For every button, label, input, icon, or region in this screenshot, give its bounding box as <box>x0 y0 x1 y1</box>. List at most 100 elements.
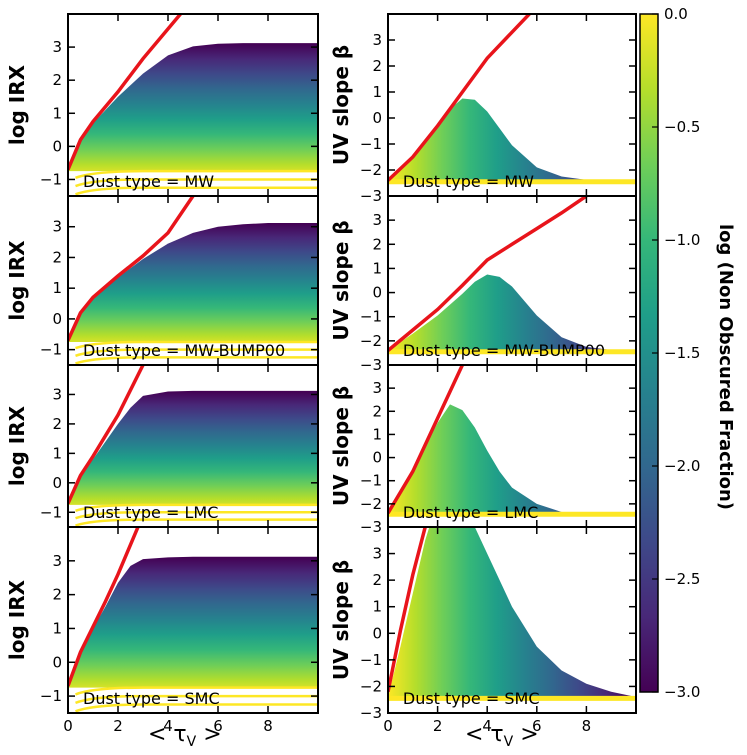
y-tick-label: 2 <box>52 248 62 266</box>
shaded-region <box>68 390 318 505</box>
floor-line <box>75 511 318 520</box>
colorbar-tick-label: 0.0 <box>664 5 688 23</box>
y-tick-label: 3 <box>52 385 62 403</box>
y-tick-label: −2 <box>360 161 382 179</box>
y-tick-label: 1 <box>52 619 62 637</box>
floor-line <box>75 686 318 696</box>
axes-frame <box>387 526 637 714</box>
dust-type-annotation: Dust type = MW <box>403 172 534 191</box>
y-tick-label: 1 <box>52 104 62 122</box>
axes-frame <box>67 526 319 714</box>
dust-type-annotation: Dust type = SMC <box>83 689 220 708</box>
x-tick-label: 2 <box>433 717 443 735</box>
y-tick-label: 1 <box>52 444 62 462</box>
y-tick-label: 1 <box>372 83 382 101</box>
y-tick-label: 3 <box>372 31 382 49</box>
floor-line <box>75 348 318 357</box>
y-axis-label: UV slope β <box>329 386 353 506</box>
floor-line <box>75 503 318 512</box>
y-tick-label: 1 <box>372 259 382 277</box>
y-tick-label: 1 <box>372 425 382 443</box>
y-axis-label: UV slope β <box>329 45 353 165</box>
dust-type-annotation: Dust type = MW-BUMP00 <box>83 341 285 360</box>
y-tick-label: −2 <box>360 332 382 350</box>
floor-line <box>75 518 318 527</box>
floor-line <box>75 178 318 188</box>
y-tick-label: −1 <box>360 308 382 326</box>
floor-line <box>75 356 318 365</box>
y-axis-label: log IRX <box>5 579 29 660</box>
shaded-region <box>388 527 636 698</box>
colorbar-tick-label: −0.5 <box>664 118 700 136</box>
y-tick-label: −2 <box>360 677 382 695</box>
y-tick-label: 3 <box>372 379 382 397</box>
x-tick-label: 0 <box>63 717 73 735</box>
y-tick-label: −3 <box>360 187 382 205</box>
red-line <box>388 196 588 352</box>
panel-left-3: −1 0 1 2 3 Dust type = LMC log IRX <box>5 364 319 528</box>
x-tick-label: 6 <box>213 717 223 735</box>
y-tick-label: 2 <box>372 235 382 253</box>
y-tick-label: 0 <box>52 310 62 328</box>
y-tick-label: 1 <box>372 598 382 616</box>
y-tick-label: 2 <box>372 57 382 75</box>
x-axis-label-end: > <box>196 722 221 747</box>
dust-type-annotation: Dust type = MW <box>83 172 214 191</box>
y-tick-label: −1 <box>40 503 62 521</box>
panel-left-2: −1 0 1 2 3 Dust type = MW-BUMP00 log IRX <box>5 195 319 366</box>
floor-line <box>75 340 318 350</box>
y-axis-label: log IRX <box>5 405 29 486</box>
y-tick-label: 0 <box>52 653 62 671</box>
shaded-region <box>388 274 636 351</box>
y-tick-label: 2 <box>52 586 62 604</box>
panel-right-2: −3 −2 −1 0 1 2 3 Dust type = MW-BUMP00 UV slope … <box>329 195 637 374</box>
shaded-region <box>388 404 636 514</box>
colorbar-tick-label: −1.0 <box>664 231 700 249</box>
shaded-region <box>388 98 636 181</box>
y-tick-label: 0 <box>52 474 62 492</box>
x-axis-label-text: < τ <box>148 722 187 747</box>
y-tick-label: 1 <box>52 279 62 297</box>
y-tick-label: 0 <box>372 109 382 127</box>
y-tick-label: 3 <box>372 211 382 229</box>
y-axis-label: log IRX <box>5 240 29 321</box>
x-axis-label-end: > <box>513 722 538 747</box>
floor-line <box>75 694 318 705</box>
y-tick-label: −1 <box>360 651 382 669</box>
y-tick-label: −3 <box>360 518 382 536</box>
red-line <box>388 365 464 515</box>
floor-line <box>75 169 318 179</box>
colorbar-tick-label: −2.5 <box>664 570 700 588</box>
y-tick-label: −3 <box>360 356 382 374</box>
x-axis-label-subscript: V <box>187 734 197 750</box>
panel-left-1: −1 0 1 2 3 Dust type = MW log IRX <box>5 13 319 197</box>
x-axis-label-left: < τV > <box>148 722 222 750</box>
y-tick-label: 2 <box>52 415 62 433</box>
x-axis-label-subscript: V <box>504 734 514 750</box>
colorbar: 0.0 −0.5 −1.0 −1.5 −2.0 −2.5 −3.0 <box>639 5 700 701</box>
x-tick-label: 8 <box>582 717 592 735</box>
y-tick-label: 3 <box>52 218 62 236</box>
x-tick-label: 8 <box>263 717 273 735</box>
y-axis-label: log IRX <box>5 64 29 145</box>
x-axis-label-text: < τ <box>465 722 504 747</box>
y-tick-label: 2 <box>372 402 382 420</box>
y-tick-label: −1 <box>360 135 382 153</box>
y-tick-label: 0 <box>372 284 382 302</box>
floor-line <box>75 703 318 713</box>
y-tick-label: −1 <box>360 472 382 490</box>
colorbar-tick-label: −3.0 <box>664 683 700 701</box>
y-tick-label: −3 <box>360 704 382 722</box>
y-axis-label: UV slope β <box>329 560 353 680</box>
x-tick-label: 6 <box>532 717 542 735</box>
y-tick-label: 3 <box>372 545 382 563</box>
y-tick-label: 0 <box>372 449 382 467</box>
x-tick-label: 4 <box>482 717 492 735</box>
panels: −1 0 1 2 3 Dust type = MW log IRX −3 −2 −1 0 1 2 3 Dus… <box>5 13 637 735</box>
red-line <box>68 14 182 171</box>
dust-type-annotation: Dust type = MW-BUMP00 <box>403 341 605 360</box>
dust-type-annotation: Dust type = LMC <box>403 503 538 522</box>
y-tick-label: 3 <box>52 552 62 570</box>
